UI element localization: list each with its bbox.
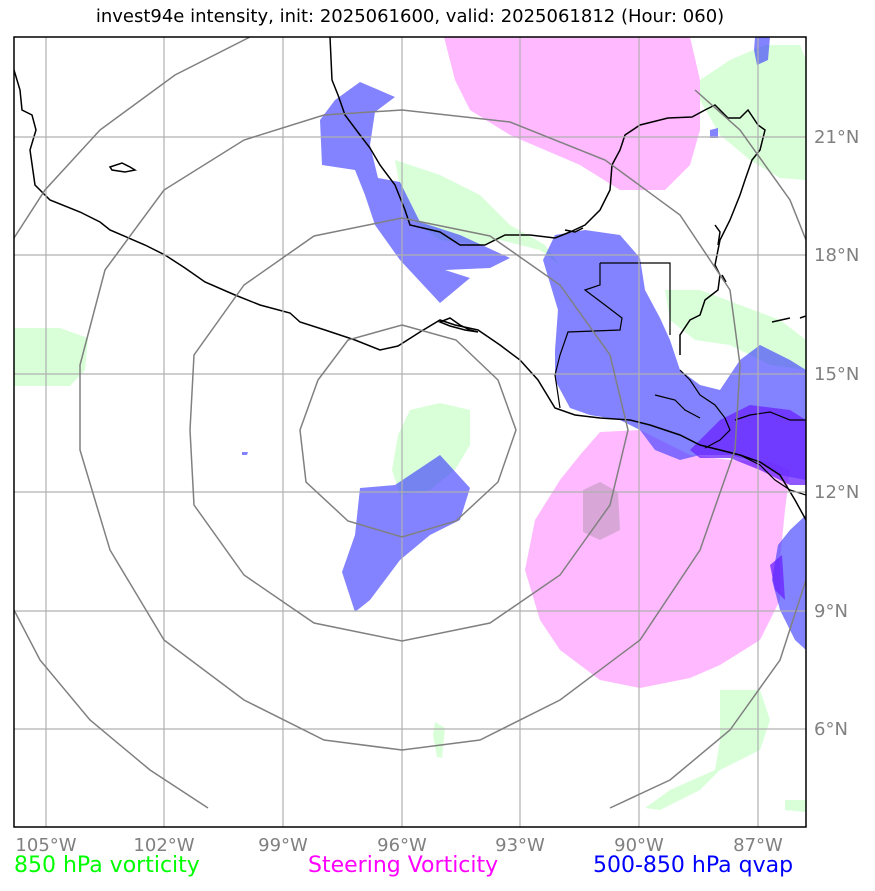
lon-label: 105°W — [15, 835, 76, 856]
lat-label: 12°N — [814, 482, 859, 503]
longitude-labels: 105°W 102°W 99°W 96°W 93°W 90°W 87°W — [15, 835, 783, 856]
lat-label: 9°N — [814, 601, 848, 622]
legend-850-vorticity: 850 hPa vorticity — [14, 853, 200, 878]
legend-steering-vorticity: Steering Vorticity — [308, 853, 499, 878]
lat-label: 21°N — [814, 127, 859, 148]
lat-label: 18°N — [814, 245, 859, 266]
lat-label: 6°N — [814, 719, 848, 740]
lon-label: 90°W — [614, 835, 664, 856]
steering-vorticity-layer — [444, 37, 790, 688]
range-rings — [14, 37, 806, 809]
latitude-labels: 21°N 18°N 15°N 12°N 9°N 6°N — [814, 127, 859, 740]
lon-label: 93°W — [495, 835, 545, 856]
map-title: invest94e intensity, init: 2025061600, v… — [95, 6, 725, 27]
lat-label: 15°N — [814, 364, 859, 385]
graticule — [14, 37, 806, 827]
borders — [554, 262, 806, 496]
legend-qvap: 500-850 hPa qvap — [593, 853, 794, 878]
lon-label: 102°W — [133, 835, 194, 856]
lon-label: 96°W — [377, 835, 427, 856]
lon-label: 87°W — [733, 835, 783, 856]
lon-label: 99°W — [258, 835, 308, 856]
overlap-zone — [690, 405, 806, 600]
plot-frame — [13, 36, 807, 828]
